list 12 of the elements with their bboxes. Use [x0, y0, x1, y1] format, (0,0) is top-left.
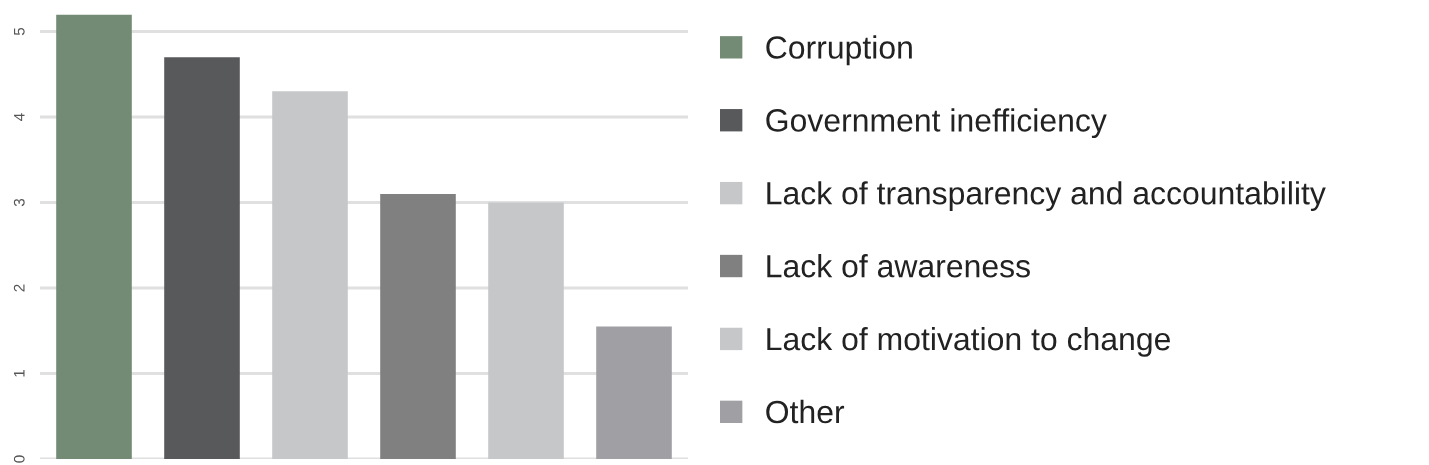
legend-label: Other — [766, 399, 845, 424]
legend-label: Lack of motivation to change — [767, 326, 1170, 357]
legend-label: Lack of awareness — [767, 254, 1030, 278]
y-tick-label: 5 — [14, 27, 25, 36]
y-tick-label: 0 — [13, 455, 25, 463]
y-tick-label: 2 — [13, 284, 25, 292]
y-tick-label: 4 — [14, 113, 25, 121]
legend-label: Corruption — [766, 35, 912, 66]
y-tick-label: 1 — [14, 370, 25, 377]
y-tick-label: 3 — [13, 198, 25, 207]
legend-label: Government inefficiency — [766, 108, 1107, 139]
legend-label: Lack of transparency and accountability — [767, 181, 1326, 211]
